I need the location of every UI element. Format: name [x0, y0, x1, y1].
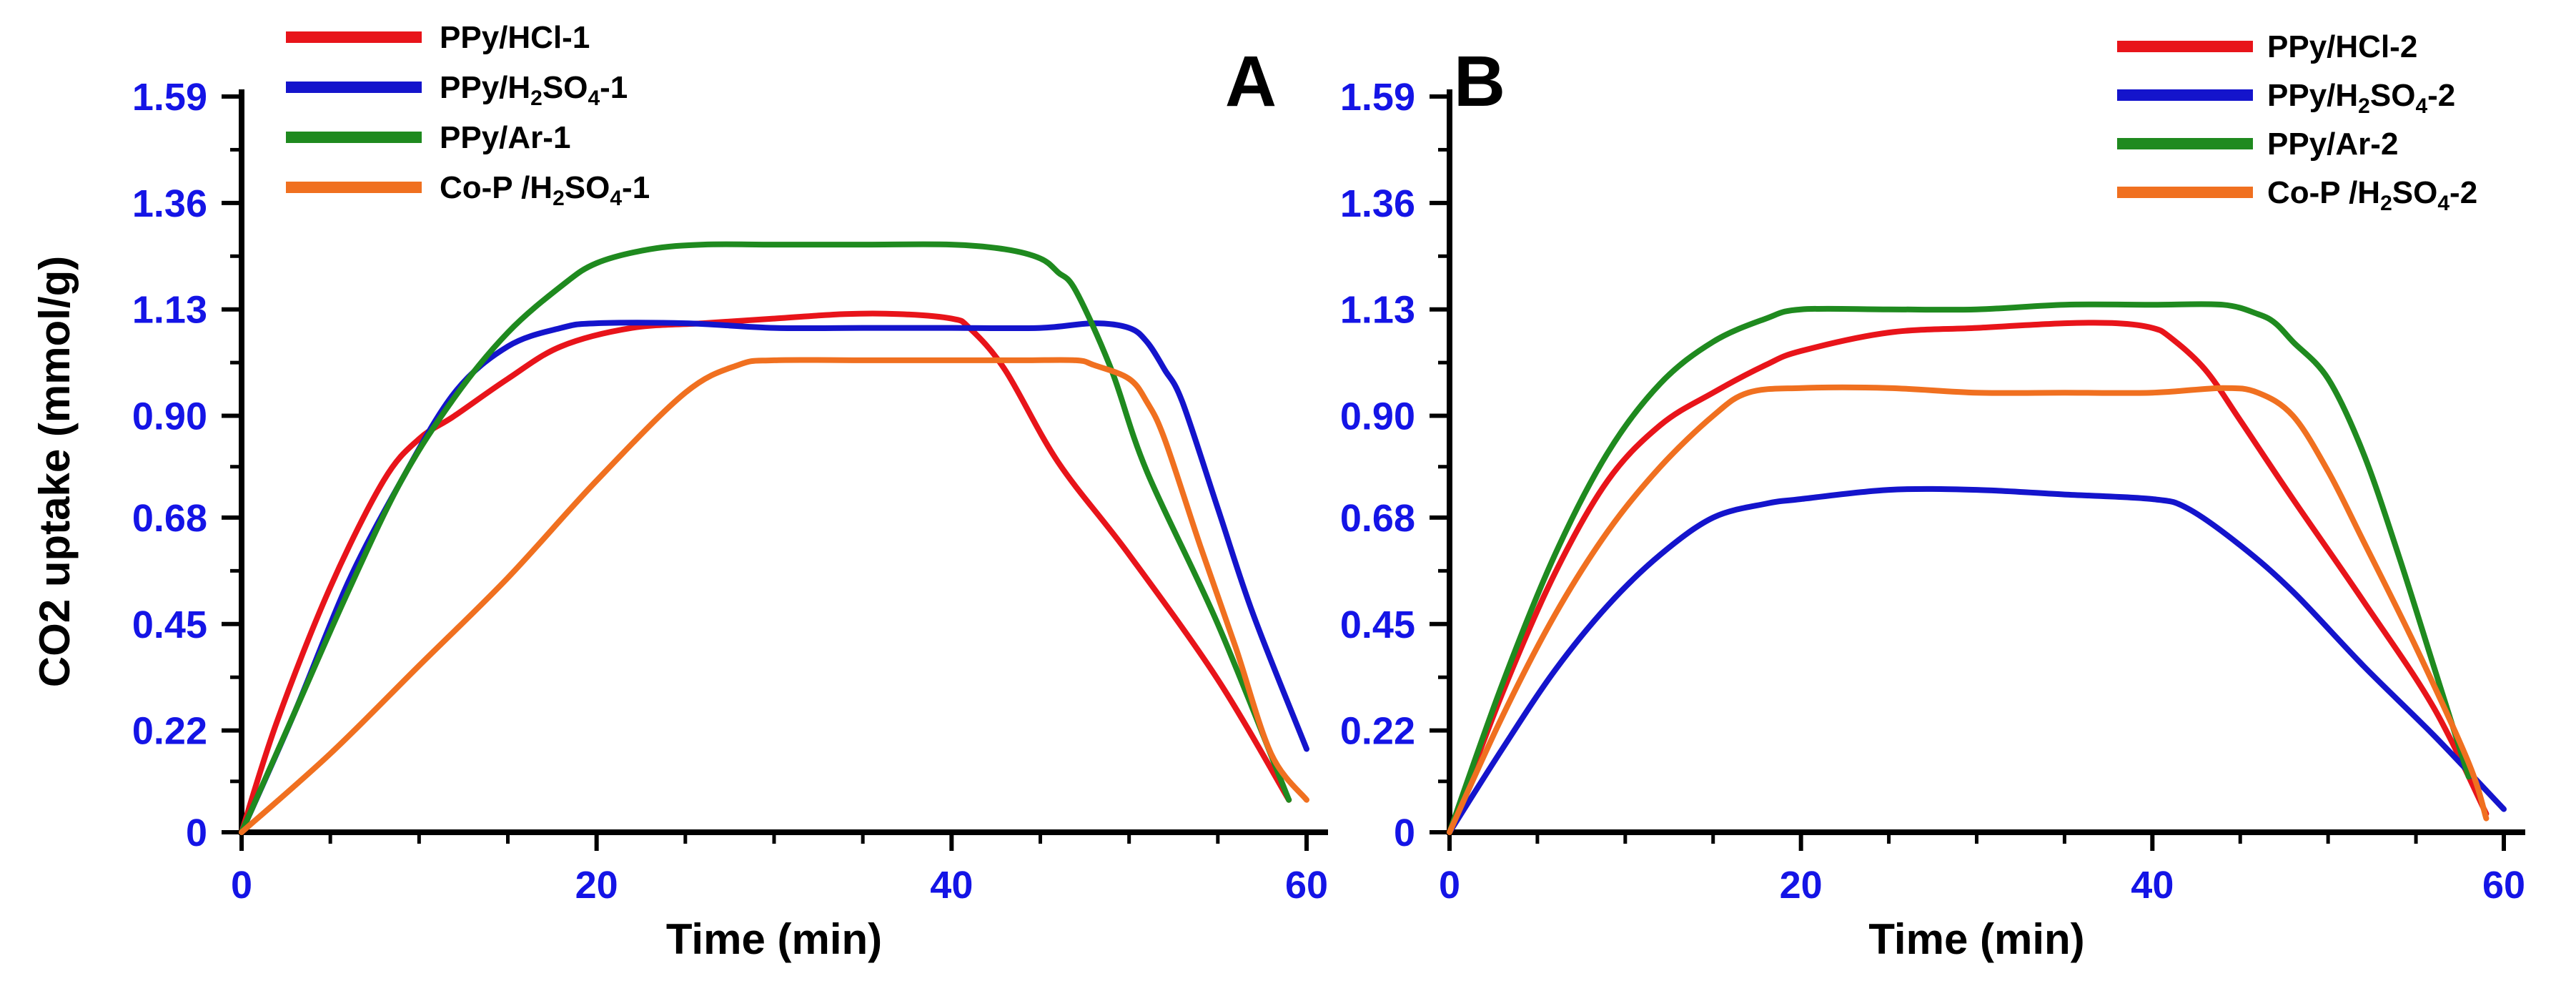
series-line-b-2 — [1447, 485, 2507, 835]
y-tick-label: 1.36 — [132, 182, 207, 225]
x-tick-label: 0 — [1439, 864, 1460, 907]
legend-label: Co-P /H2SO4-1 — [440, 170, 650, 210]
y-tick-label: 0.45 — [1340, 603, 1415, 646]
y-tick-label: 1.36 — [1340, 182, 1415, 225]
legend-label: PPy/H2SO4-1 — [440, 70, 628, 110]
y-tick-label: 0.22 — [132, 710, 207, 753]
y-tick-label: 0.68 — [1340, 497, 1415, 540]
series-line-a-4 — [239, 357, 1309, 835]
legend-label: Co-P /H2SO4-2 — [2267, 175, 2477, 215]
y-tick-label: 0 — [186, 812, 207, 854]
series-line-a-1 — [239, 310, 1292, 835]
x-tick-label: 60 — [1285, 864, 1328, 907]
panel-a: 0 0.22 0.45 0.68 0.90 1.13 1.36 1.59 0 20 40 60 Time… — [31, 20, 1328, 963]
legend-a: PPy/HCl-1 PPy/H2SO4-1 PPy/Ar-1 Co-P /H2SO4-… — [286, 20, 650, 210]
x-tick-label: 40 — [930, 864, 973, 907]
x-tick-label: 20 — [1780, 864, 1823, 907]
x-tick-label: 40 — [2131, 864, 2174, 907]
y-tick-label: 1.13 — [1340, 289, 1415, 332]
legend-label: PPy/Ar-1 — [440, 120, 570, 155]
legend-label: PPy/H2SO4-2 — [2267, 78, 2455, 118]
y-tick-label: 0.68 — [132, 497, 207, 540]
y-tick-label: 1.13 — [132, 289, 207, 332]
y-tick-label: 1.59 — [1340, 76, 1415, 119]
y-axis-title: CO2 uptake (mmol/g) — [31, 256, 79, 687]
series-line-b-1 — [1447, 320, 2490, 835]
panel-label: B — [1454, 41, 1505, 122]
y-tick-label: 0.45 — [132, 603, 207, 646]
series-line-b-3 — [1447, 301, 2472, 835]
series-line-a-3 — [239, 241, 1292, 835]
panel-b: 0 0.22 0.45 0.68 0.90 1.13 1.36 1.59 0 20 40 60 Time… — [1340, 29, 2525, 963]
legend-b: PPy/HCl-2 PPy/H2SO4-2 PPy/Ar-2 Co-P /H2SO4-… — [2117, 29, 2477, 215]
legend-label: PPy/HCl-1 — [440, 20, 590, 55]
y-tick-label: 0 — [1394, 812, 1415, 854]
y-tick-label: 1.59 — [132, 76, 207, 119]
x-tick-label: 60 — [2482, 864, 2525, 907]
x-tick-label: 20 — [575, 864, 618, 907]
x-tick-label: 0 — [231, 864, 252, 907]
y-tick-label: 0.90 — [132, 395, 207, 438]
x-axis-title: Time (min) — [666, 915, 882, 963]
x-axis-title: Time (min) — [1868, 915, 2084, 963]
panel-label: A — [1225, 41, 1277, 122]
y-tick-label: 0.22 — [1340, 710, 1415, 753]
legend-label: PPy/Ar-2 — [2267, 127, 2398, 162]
series-line-b-4 — [1447, 384, 2490, 835]
legend-label: PPy/HCl-2 — [2267, 29, 2417, 64]
y-tick-label: 0.90 — [1340, 395, 1415, 438]
